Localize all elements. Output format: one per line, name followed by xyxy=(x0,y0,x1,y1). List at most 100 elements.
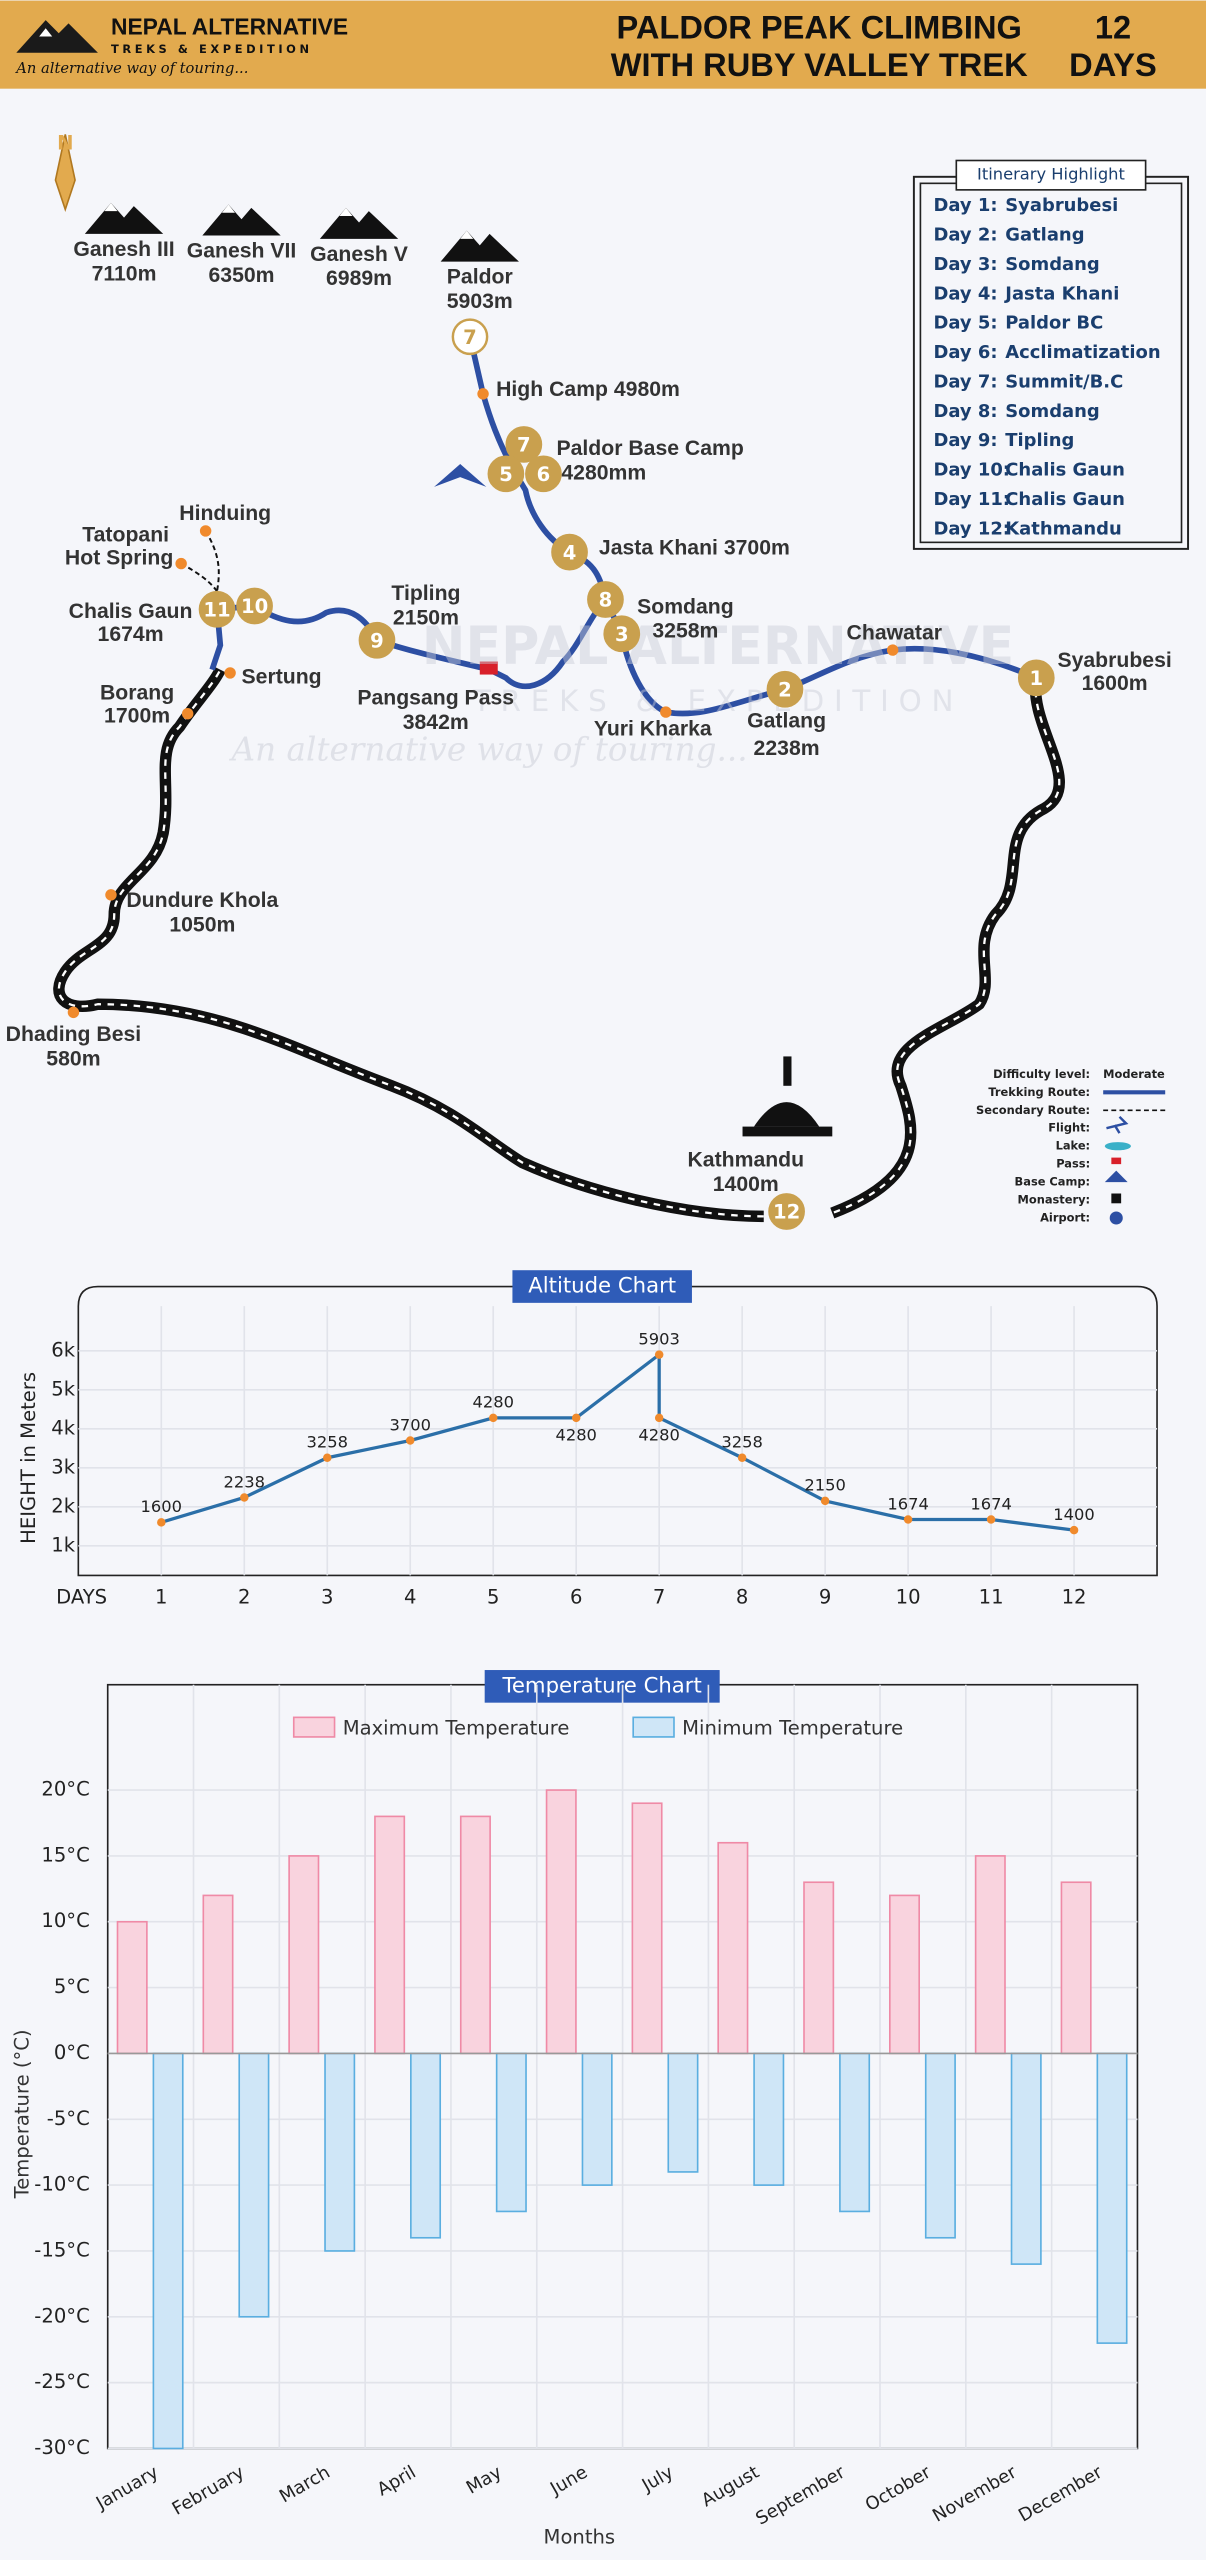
place-label: 2150m xyxy=(393,607,459,630)
bar xyxy=(116,1920,148,2055)
altitude-point xyxy=(737,1453,747,1462)
day-marker-number: 5 xyxy=(499,463,513,486)
day-marker-number: 11 xyxy=(203,598,230,621)
day-marker xyxy=(768,1193,805,1230)
place-label: 4280mm xyxy=(561,461,646,484)
x-tick-label: January xyxy=(92,2462,163,2515)
x-tick-label: March xyxy=(276,2462,334,2508)
itinerary-place: Gatlang xyxy=(1005,225,1084,246)
data-label: 5903 xyxy=(638,1329,679,1348)
legend-swatch xyxy=(292,1716,336,1738)
peak-icon xyxy=(440,230,519,262)
peak-icon xyxy=(84,202,164,234)
bar xyxy=(1096,2052,1128,2344)
y-tick-label: 6k xyxy=(51,1338,75,1361)
bar xyxy=(581,2052,613,2186)
bar xyxy=(288,1855,320,2055)
data-label: 1674 xyxy=(970,1494,1011,1513)
day-marker-number: 8 xyxy=(599,589,613,612)
place-label: High Camp 4980m xyxy=(496,378,680,401)
altitude-point xyxy=(654,1413,664,1423)
x-tick-label: 4 xyxy=(404,1586,416,1609)
kathmandu-stupa xyxy=(742,1056,833,1137)
bar xyxy=(410,2052,442,2239)
x-tick-label: 6 xyxy=(570,1586,582,1609)
brand-sub: TREKS & EXPEDITION xyxy=(111,42,313,56)
data-label: 4280 xyxy=(638,1425,679,1444)
place-label: Somdang xyxy=(637,595,734,618)
itinerary-day: Day 8: xyxy=(933,401,997,422)
altitude-point xyxy=(157,1518,166,1527)
legend-label: Airport: xyxy=(1040,1210,1090,1224)
day-marker xyxy=(198,590,236,628)
peak-icon xyxy=(202,204,281,236)
place-label: Hot Spring xyxy=(65,546,173,569)
day-marker xyxy=(525,455,562,493)
legend-flight-icon xyxy=(1106,1115,1129,1134)
place-dot xyxy=(224,667,236,679)
logo-snow xyxy=(39,28,53,37)
place-label: Dhading Besi xyxy=(6,1023,141,1046)
place-label: Chawatar xyxy=(847,621,942,644)
itinerary-place: Tipling xyxy=(1005,430,1074,451)
place-label: Gatlang xyxy=(747,709,826,732)
brand: NEPAL ALTERNATIVE xyxy=(111,13,348,39)
data-label: 1674 xyxy=(887,1494,928,1513)
chart-title: Altitude Chart xyxy=(528,1274,676,1299)
legend-label: Lake: xyxy=(1056,1139,1091,1153)
stupa-dome xyxy=(753,1102,820,1127)
itinerary-day: Day 2: xyxy=(933,225,997,246)
x-tick-label: 3 xyxy=(321,1586,333,1609)
pass-flag xyxy=(479,661,498,675)
day-marker xyxy=(587,581,624,618)
data-label: 3700 xyxy=(390,1415,431,1434)
peak-name: Paldor xyxy=(447,266,513,289)
y-tick-label: 5k xyxy=(51,1377,75,1400)
day-marker-number: 12 xyxy=(773,1201,800,1224)
x-tick-label: October xyxy=(862,2461,935,2515)
place-dot xyxy=(175,557,187,570)
bar xyxy=(324,2052,356,2252)
itinerary-place: Somdang xyxy=(1005,254,1100,275)
place-label: Syabrubesi xyxy=(1057,649,1171,672)
day-marker-number: 7 xyxy=(517,434,531,457)
peak-snow xyxy=(460,230,474,239)
itinerary-title-box xyxy=(955,159,1147,191)
place-label: 1400m xyxy=(713,1173,779,1196)
bar xyxy=(1060,1881,1092,2055)
x-tick-label: 1 xyxy=(155,1586,167,1609)
bar xyxy=(238,2052,270,2318)
stupa-base xyxy=(742,1126,833,1137)
bar xyxy=(667,2052,699,2173)
y-tick-label: 10°C xyxy=(41,1909,89,1932)
itinerary-day: Day 7: xyxy=(933,371,997,392)
altitude-point xyxy=(240,1493,249,1502)
days-number: 12 xyxy=(1095,9,1131,46)
x-tick-label: 11 xyxy=(979,1586,1004,1609)
y-axis-label: HEIGHT in Meters xyxy=(17,1372,40,1544)
y-tick-label: -15°C xyxy=(34,2238,89,2261)
road-dash xyxy=(57,669,1061,1218)
day-marker xyxy=(358,621,396,659)
x-tick-label: July xyxy=(638,2462,678,2497)
compass-needle xyxy=(54,134,76,213)
legend-camp-icon xyxy=(1104,1170,1128,1183)
altitude-point xyxy=(820,1496,830,1506)
legend-value: Moderate xyxy=(1103,1067,1165,1081)
place-label: 2238m xyxy=(754,737,820,760)
watermark-brand: NEPAL ALTERNATIVE xyxy=(422,617,1014,677)
place-label: 1674m xyxy=(98,623,164,646)
days-word: DAYS xyxy=(1069,46,1157,83)
peak-height: 6350m xyxy=(209,264,275,287)
itinerary-day: Day 5: xyxy=(933,313,997,334)
day-marker-number: 3 xyxy=(615,623,629,646)
peak-snow xyxy=(221,204,235,213)
place-label: Paldor Base Camp xyxy=(556,437,743,460)
altitude-point xyxy=(488,1413,498,1423)
day-marker-number: 1 xyxy=(1029,667,1043,690)
x-tick-label: 2 xyxy=(238,1586,250,1609)
itinerary-title: Itinerary Highlight xyxy=(977,165,1125,184)
place-dot xyxy=(105,889,117,901)
place-dot xyxy=(886,644,899,656)
legend-label: Flight: xyxy=(1048,1121,1090,1135)
